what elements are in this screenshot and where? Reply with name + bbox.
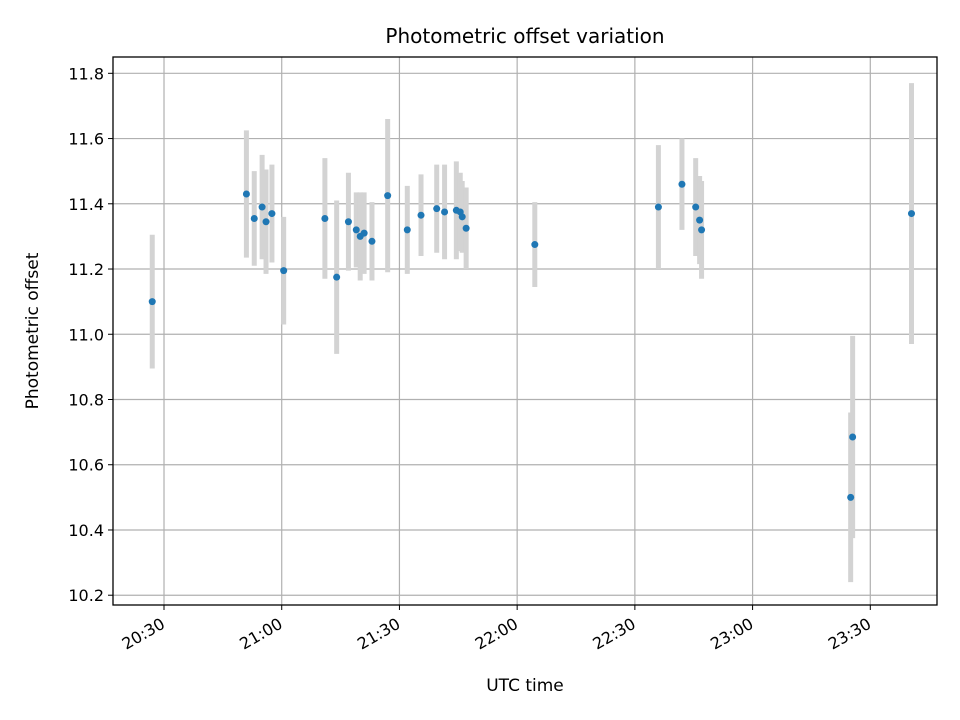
y-tick-label: 11.4 (68, 195, 104, 214)
y-tick-label: 11.6 (68, 130, 104, 149)
data-point (360, 229, 368, 237)
data-point (654, 203, 662, 211)
x-tick-label: 20:30 (119, 614, 168, 654)
x-tick-label: 21:00 (236, 614, 285, 654)
data-point (344, 218, 352, 226)
y-axis-title: Photometric offset (23, 252, 43, 409)
data-point (458, 213, 466, 221)
x-tick-label: 22:30 (589, 614, 638, 654)
data-point (262, 218, 270, 226)
y-tick-label: 11.0 (68, 325, 104, 344)
grid-lines (113, 57, 937, 605)
data-point (847, 493, 855, 501)
x-tick-label: 21:30 (354, 614, 403, 654)
data-point (242, 190, 250, 198)
data-point (368, 237, 376, 245)
plot-area-border (112, 56, 938, 606)
data-point (417, 211, 425, 219)
data-point (148, 298, 156, 306)
data-point (907, 210, 915, 218)
data-point (433, 205, 441, 213)
data-point (403, 226, 411, 234)
plot-frame (112, 56, 938, 606)
y-tick-label: 10.2 (68, 586, 104, 605)
data-point (531, 241, 539, 249)
y-tick-label: 10.4 (68, 521, 104, 540)
y-axis-ticks: 10.2 10.4 10.6 10.8 11.0 11.2 11.4 11.6 11.8 (68, 64, 113, 605)
data-point (250, 214, 258, 222)
error-bars (149, 83, 914, 583)
data-point (849, 433, 857, 441)
data-point (384, 192, 392, 200)
x-tick-label: 23:30 (825, 614, 874, 654)
data-point (268, 210, 276, 218)
data-points (148, 180, 915, 501)
data-point (441, 208, 449, 216)
y-tick-label: 10.8 (68, 391, 104, 410)
chart-title: Photometric offset variation (385, 24, 664, 48)
data-point (692, 203, 700, 211)
x-axis-title: UTC time (486, 676, 564, 696)
data-point (352, 226, 360, 234)
data-point (333, 273, 341, 281)
y-tick-label: 11.8 (68, 64, 104, 83)
data-point (696, 216, 704, 224)
x-tick-label: 22:00 (472, 614, 521, 654)
data-point (698, 226, 706, 234)
x-axis-ticks: 20:30 21:00 21:30 22:00 22:30 23:00 23:30 (119, 605, 874, 654)
data-point (258, 203, 266, 211)
y-tick-label: 10.6 (68, 456, 104, 475)
x-tick-label: 23:00 (707, 614, 756, 654)
data-point (280, 267, 288, 275)
data-point (678, 180, 686, 188)
data-point (462, 224, 470, 232)
data-point (321, 214, 329, 222)
y-tick-label: 11.2 (68, 260, 104, 279)
